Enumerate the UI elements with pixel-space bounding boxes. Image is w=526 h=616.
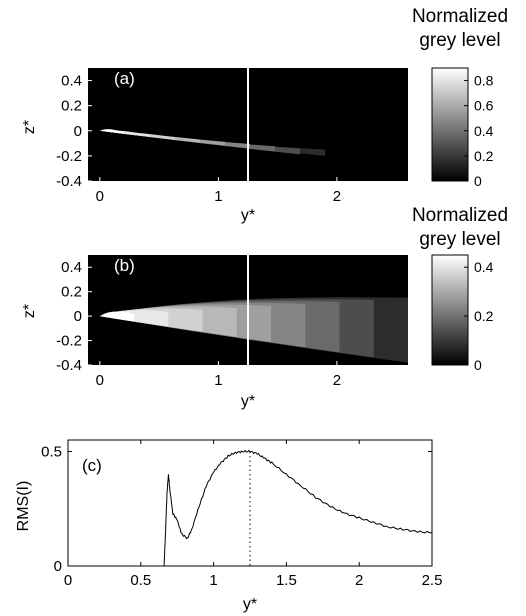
colorbar-tick-label: 0: [474, 173, 482, 189]
panel-c-x-axis-label: y*: [243, 596, 257, 613]
colorbar-tick-label: 0.2: [474, 148, 494, 164]
panel-a-x-axis-label: y*: [241, 207, 255, 224]
panel-a-spray-image: [99, 129, 326, 156]
panel-c-rms-line: [163, 449, 433, 567]
x-tick-label: 1: [214, 372, 222, 389]
colorbar-tick-label: 0: [474, 357, 482, 373]
y-tick-label: 0.2: [61, 284, 82, 301]
y-tick-label: -0.2: [56, 148, 82, 165]
panel-c-y-axis-label: RMS(I): [15, 481, 32, 532]
y-tick-label: 0: [54, 558, 62, 575]
y-tick-label: 0.5: [41, 443, 62, 460]
panel-b-colorbar-title-line1: Normalized: [412, 205, 508, 226]
panel-b-colorbar-title-line2: grey level: [419, 229, 500, 250]
spray-band: [99, 311, 135, 322]
x-tick-label: 2: [333, 188, 341, 205]
x-tick-label: 1: [214, 188, 222, 205]
y-tick-label: 0.2: [61, 98, 82, 115]
colorbar-tick-label: 0.4: [474, 123, 494, 139]
panel-b-label: (b): [114, 256, 135, 275]
x-tick-label: 2.5: [422, 572, 443, 589]
panel-a-colorbar: [431, 67, 469, 182]
x-tick-label: 1: [209, 572, 217, 589]
panel-a-y-axis-label: z*: [21, 120, 38, 134]
spray-band: [99, 129, 125, 134]
y-tick-label: -0.2: [56, 333, 82, 350]
panel-a-colorbar-ticks: 0.8 0.6 0.4 0.2 0: [464, 73, 494, 189]
y-tick-label: -0.4: [56, 173, 82, 190]
panel-b-colorbar: [431, 254, 469, 366]
y-tick-label: 0: [74, 308, 82, 325]
colorbar-tick-label: 0.2: [474, 308, 494, 324]
panel-a: (a) 0 1 20.40.20-0.2-0.4 z* y* Normalized …: [21, 6, 508, 224]
panel-b-spray-image: [99, 297, 408, 363]
panel-c-label: (c): [82, 456, 102, 475]
x-tick-label: 2: [355, 572, 363, 589]
panel-b-colorbar-ticks: 0.4 0.2 0: [464, 259, 494, 373]
x-tick-label: 0: [96, 188, 104, 205]
y-tick-label: 0.4: [61, 259, 82, 276]
x-tick-label: 0: [96, 372, 104, 389]
panel-b: (b) 0 1 20.40.20-0.2-0.4 z* y* Normalized …: [21, 205, 508, 410]
panel-a-colorbar-title-line1: Normalized: [412, 6, 508, 27]
x-tick-label: 2: [333, 372, 341, 389]
panel-b-x-axis-label: y*: [241, 393, 255, 410]
panel-a-ticks: 0 1 2 0.4 0.2 0 -0.2 -0.4: [56, 73, 341, 205]
panel-a-colorbar-title-line2: grey level: [419, 30, 500, 51]
x-tick-label: 1.5: [276, 572, 297, 589]
x-tick-label: 0.5: [130, 572, 151, 589]
panel-c-ticks: 0 0.5 1 1.5 2 2.5 0.5 0: [41, 440, 442, 589]
y-tick-label: 0: [74, 123, 82, 140]
panel-b-y-axis-label: z*: [21, 304, 38, 318]
y-tick-label: -0.4: [56, 357, 82, 374]
panel-a-label: (a): [114, 69, 135, 88]
y-tick-label: 0.4: [61, 73, 82, 90]
x-tick-label: 0: [64, 572, 72, 589]
panel-b-ticks: 0 1 2 0.4 0.2 0 -0.2 -0.4: [56, 259, 341, 389]
colorbar-tick-label: 0.8: [474, 73, 494, 89]
panel-c: (c) 0 0.5 1 1.5 2 2.5 0.5 0 RMS(I) y*: [15, 439, 442, 613]
colorbar-tick-label: 0.4: [474, 259, 494, 275]
colorbar-tick-label: 0.6: [474, 98, 494, 114]
